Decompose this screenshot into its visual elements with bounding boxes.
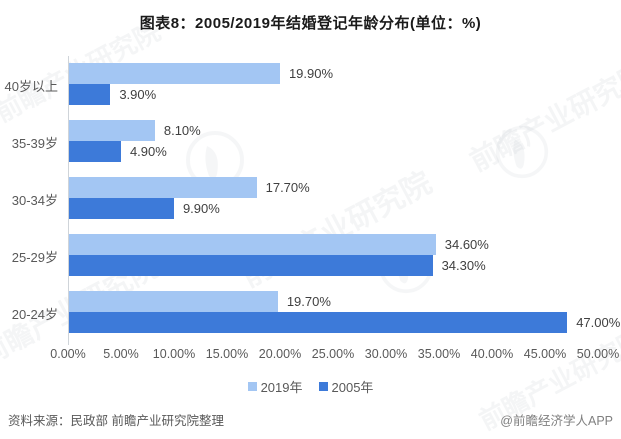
bar-2019年-35-39岁 <box>69 120 155 141</box>
bar-value-label: 47.00% <box>576 315 621 330</box>
category-label: 30-34岁 <box>11 193 58 208</box>
x-tick-label: 10.00% <box>152 347 196 361</box>
chart-title: 图表8：2005/2019年结婚登记年龄分布(单位：%) <box>139 15 482 32</box>
category-label: 35-39岁 <box>11 136 58 151</box>
x-axis-labels: 0.00% 5.00% 10.00% 15.00% 20.00% 25.00% 30.00%… <box>50 347 619 363</box>
bar-2019年-40岁以上 <box>69 63 280 84</box>
bar-2005年-40岁以上 <box>69 84 111 105</box>
bar-value-label: 19.90% <box>288 66 334 81</box>
bar-2019年-25-29岁 <box>69 234 436 255</box>
legend-swatch-icon <box>247 382 257 391</box>
legend-label: 2005年 <box>331 380 374 395</box>
category-label: 25-29岁 <box>11 250 58 265</box>
x-tick-label: 20.00% <box>258 347 302 361</box>
legend-item-2019年: 2019年 <box>247 377 303 396</box>
bar-value-label: 9.90% <box>182 201 220 216</box>
legend-label: 2019年 <box>260 380 303 395</box>
legend-swatch-icon <box>318 382 328 391</box>
legend: 2019年 2005年 <box>0 377 621 396</box>
bar-2005年-35-39岁 <box>69 141 121 162</box>
x-tick-label: 50.00% <box>576 347 620 361</box>
x-tick-label: 40.00% <box>470 347 514 361</box>
bar-2019年-30-34岁 <box>69 177 257 198</box>
x-tick-label: 45.00% <box>523 347 567 361</box>
y-axis-labels: 40岁以上 35-39岁 30-34岁 25-29岁 20-24岁 <box>0 56 62 345</box>
x-tick-label: 5.00% <box>103 347 139 361</box>
plot-area: 19.90% 3.90% 8.10% 4.90% 17.70% 9.90% 34.60% 34… <box>68 56 620 345</box>
bar-2019年-20-24岁 <box>69 291 278 312</box>
category-label: 40岁以上 <box>4 79 58 94</box>
source-note: 资料来源：民政部 前瞻产业研究院整理 <box>8 414 224 428</box>
bar-value-label: 34.60% <box>444 237 489 252</box>
bar-value-label: 34.30% <box>441 258 486 273</box>
bar-2005年-20-24岁 <box>69 312 568 333</box>
bar-value-label: 19.70% <box>286 294 331 309</box>
bar-value-label: 8.10% <box>163 123 201 138</box>
legend-item-2005年: 2005年 <box>318 377 374 396</box>
bar-value-label: 4.90% <box>129 144 167 159</box>
x-tick-label: 25.00% <box>311 347 355 361</box>
brand-credit: @前瞻经济学人APP <box>500 414 613 428</box>
x-tick-label: 0.00% <box>50 347 86 361</box>
bar-2005年-25-29岁 <box>69 255 433 276</box>
x-tick-label: 35.00% <box>417 347 461 361</box>
bar-value-label: 3.90% <box>119 87 157 102</box>
bar-value-label: 17.70% <box>265 180 310 195</box>
x-tick-label: 30.00% <box>364 347 408 361</box>
bar-2005年-30-34岁 <box>69 198 174 219</box>
x-tick-label: 15.00% <box>205 347 249 361</box>
category-label: 20-24岁 <box>11 307 58 322</box>
